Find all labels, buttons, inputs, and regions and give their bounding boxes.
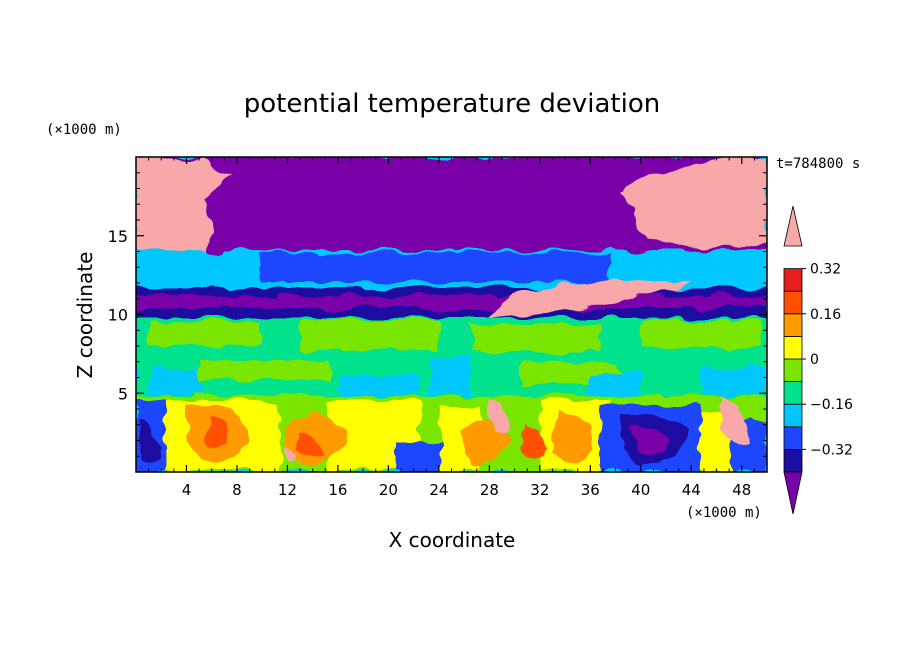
chart-title: potential temperature deviation: [244, 89, 660, 119]
colorbar-label-3: −0.16: [810, 397, 853, 413]
region-pink-wedge: [488, 279, 690, 318]
x-axis: 4 8 12 16 20 24 28 32 36 40 44 48: [148, 157, 755, 499]
colorbar-bin-5: [783, 358, 803, 383]
time-label: t=784800 s: [776, 156, 860, 172]
x-tick-label-20: 20: [379, 481, 398, 499]
turbulence-layer: [136, 157, 767, 472]
colorbar-bin-8: [783, 290, 803, 315]
colorbar-label-4: −0.32: [810, 442, 853, 458]
colorbar-bin-2: [783, 426, 803, 450]
colorbar-bin-4: [783, 381, 803, 405]
x-axis-label: X coordinate: [389, 528, 516, 552]
colorbar-max-triangle: [783, 205, 803, 247]
x-tick-label-4: 4: [182, 481, 192, 499]
colorbar-bin-6: [783, 335, 803, 360]
x-tick-label-36: 36: [581, 481, 600, 499]
x-tick-label-24: 24: [429, 481, 448, 499]
x-axis-unit: (×1000 m): [686, 505, 762, 521]
colorbar-bin-9: [783, 268, 803, 292]
region-lower-blue: [136, 400, 767, 472]
x-tick-label-16: 16: [328, 481, 347, 499]
colorbar-label-0: 0.32: [810, 262, 841, 278]
x-tick-label-44: 44: [682, 481, 701, 499]
x-tick-label-28: 28: [480, 481, 499, 499]
colorbar-bin-1: [783, 448, 803, 473]
x-tick-label-32: 32: [530, 481, 549, 499]
region-purple-stripe: [136, 296, 767, 308]
x-tick-label-12: 12: [278, 481, 297, 499]
region-cyan-patches: [150, 360, 765, 395]
y-axis-label: Z coordinate: [73, 252, 97, 379]
y-axis: 5 10 15: [108, 172, 767, 457]
region-upper-left-pink: [136, 157, 230, 262]
y-tick-label-10: 10: [108, 306, 128, 325]
region-upper-purple: [136, 157, 767, 250]
colorbar-label-1: 0.16: [810, 307, 841, 323]
region-upper-right-pink: [620, 157, 767, 248]
heatmap-field: [136, 157, 767, 472]
colorbar: 0.32 0.16 0 −0.16 −0.32: [783, 205, 853, 515]
x-tick-label-40: 40: [631, 481, 650, 499]
region-blue-band: [260, 252, 610, 282]
region-lower-darkblue: [140, 414, 690, 465]
y-tick-label-5: 5: [118, 384, 128, 403]
colorbar-label-2: 0: [810, 352, 819, 368]
colorbar-bin-3: [783, 403, 803, 428]
colorbar-bin-7: [783, 313, 803, 337]
region-lower-purple: [630, 424, 670, 454]
y-axis-unit: (×1000 m): [46, 122, 122, 138]
region-lightgreen-patches: [150, 320, 760, 384]
y-tick-label-15: 15: [108, 227, 128, 246]
x-tick-label-48: 48: [732, 481, 751, 499]
x-tick-label-8: 8: [232, 481, 242, 499]
colorbar-min-triangle: [783, 471, 803, 515]
